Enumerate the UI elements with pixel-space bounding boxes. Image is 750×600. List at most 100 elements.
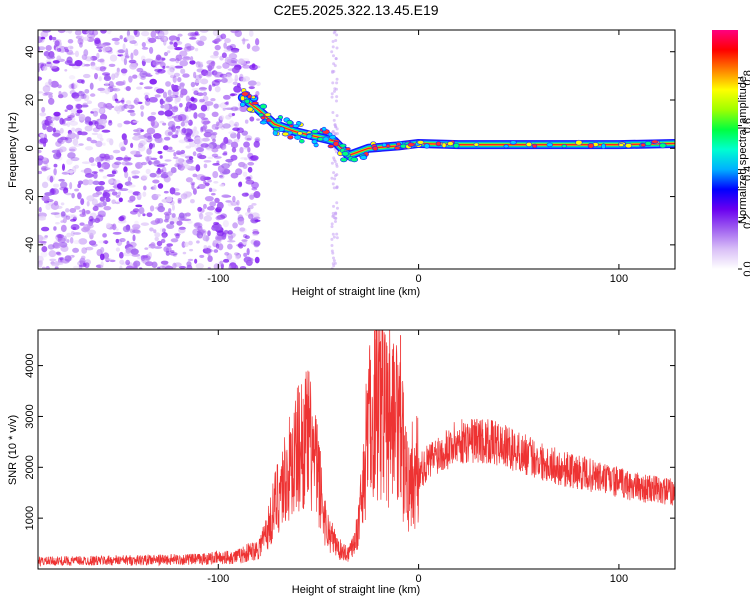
noise-blob [127, 104, 135, 110]
noise-blob [92, 206, 99, 212]
noise-blob [192, 173, 198, 178]
noise-blob [227, 230, 233, 235]
noise-blob [247, 80, 257, 86]
noise-blob [84, 146, 94, 151]
noise-blob [53, 226, 57, 231]
noise-blob [42, 30, 51, 33]
noise-blob [147, 161, 154, 165]
noise-blob [184, 241, 189, 247]
ridge-dot [246, 106, 254, 113]
noise-blob [332, 235, 336, 239]
noise-blob [59, 181, 68, 189]
noise-blob [132, 223, 141, 230]
noise-blob [98, 49, 103, 53]
y-tick-label: -40 [24, 237, 36, 253]
noise-blob [53, 200, 59, 206]
noise-blob [171, 204, 175, 211]
noise-blob [77, 38, 84, 45]
noise-blob [97, 87, 106, 92]
noise-blob [237, 107, 241, 111]
snr-series-line [38, 330, 675, 567]
noise-blob [105, 197, 111, 202]
noise-blob [242, 171, 248, 177]
noise-blob [109, 138, 114, 146]
noise-blob [215, 215, 222, 221]
noise-blob [103, 205, 112, 211]
noise-blob [230, 201, 238, 206]
noise-blob [50, 122, 54, 127]
noise-blob [132, 234, 136, 242]
noise-blob [111, 170, 117, 175]
noise-blob [123, 251, 132, 257]
noise-blob [207, 245, 212, 249]
noise-blob [216, 201, 224, 210]
ridge-dot [341, 151, 350, 157]
noise-blob [106, 30, 112, 35]
noise-blob [128, 59, 137, 64]
noise-blob [243, 252, 248, 258]
ridge-dot [396, 142, 402, 147]
noise-blob [245, 60, 251, 64]
noise-blob [173, 41, 178, 48]
noise-blob [70, 156, 80, 162]
noise-blob [84, 63, 91, 67]
ridge-dot [359, 155, 368, 160]
noise-blob [335, 173, 339, 177]
ridge-dot [561, 144, 567, 149]
noise-blob [154, 236, 159, 242]
noise-blob [207, 230, 211, 237]
noise-blob [58, 90, 62, 97]
noise-blob [144, 94, 149, 101]
noise-blob [130, 52, 134, 60]
noise-blob [90, 139, 97, 144]
noise-blob [195, 74, 202, 81]
noise-blob [204, 182, 211, 186]
noise-blob [41, 181, 49, 189]
noise-blob [70, 214, 78, 221]
x-tick-label: 100 [610, 273, 628, 285]
noise-blob [180, 114, 189, 122]
noise-blob [330, 244, 334, 248]
noise-blob [111, 162, 120, 169]
noise-blob [208, 187, 213, 192]
noise-blob [66, 170, 75, 174]
noise-blob [223, 74, 233, 79]
noise-blob [255, 38, 260, 46]
ridge-dot [372, 145, 379, 152]
noise-blob [69, 113, 76, 119]
noise-blob [127, 199, 134, 203]
noise-blob [38, 46, 46, 51]
noise-blob [64, 137, 73, 144]
noise-blob [169, 221, 175, 225]
noise-blob [38, 240, 47, 244]
noise-blob [115, 194, 121, 198]
noise-blob [126, 105, 132, 109]
noise-blob [252, 229, 259, 233]
noise-blob [153, 246, 163, 249]
noise-blob [213, 71, 219, 78]
noise-blob [132, 120, 139, 123]
noise-blob [65, 215, 71, 220]
noise-blob [228, 265, 232, 269]
noise-blob [109, 226, 117, 230]
noise-blob [192, 188, 197, 195]
noise-blob [166, 196, 173, 203]
noise-blob [154, 136, 163, 144]
noise-blob [182, 251, 187, 255]
noise-blob [41, 195, 50, 202]
noise-blob [117, 123, 123, 128]
noise-blob [126, 240, 130, 246]
noise-blob [191, 88, 200, 92]
noise-blob [50, 80, 59, 88]
noise-blob [160, 260, 169, 265]
noise-blob [149, 172, 157, 178]
noise-blob [106, 137, 113, 143]
noise-blob [188, 156, 194, 160]
noise-blob [78, 238, 88, 245]
noise-blob [99, 113, 108, 121]
noise-blob [97, 58, 105, 63]
noise-blob [331, 182, 335, 186]
noise-blob [129, 228, 136, 234]
noise-blob [211, 131, 218, 136]
noise-blob [216, 65, 222, 69]
